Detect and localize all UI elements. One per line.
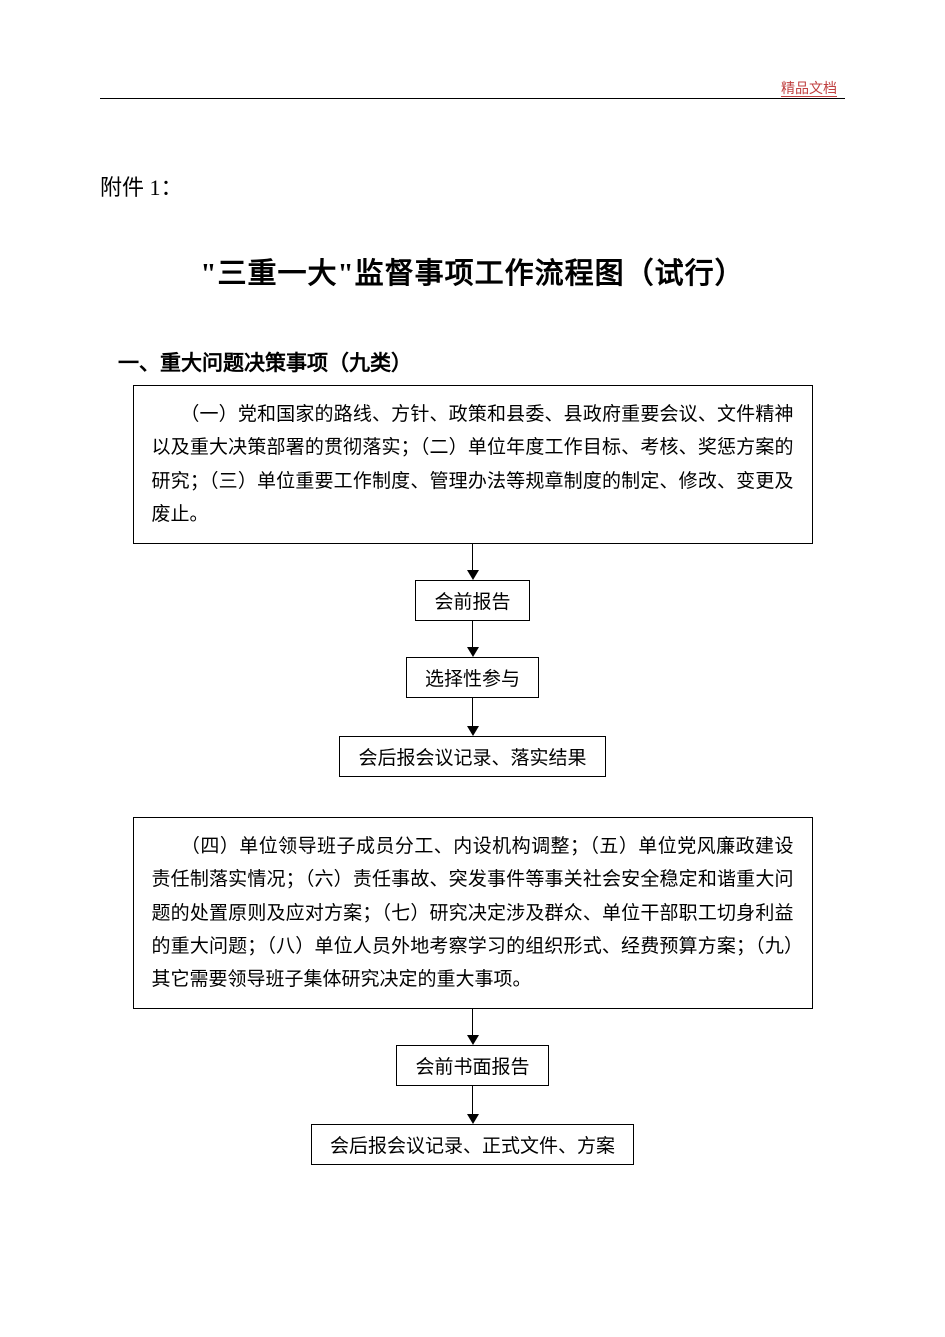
arrow-line: [472, 1086, 474, 1114]
arrow-line: [472, 621, 474, 647]
step-box-2: 选择性参与: [406, 657, 539, 698]
arrow-3: [467, 698, 479, 736]
arrow-5: [467, 1086, 479, 1124]
step-box-3: 会后报会议记录、落实结果: [339, 736, 605, 777]
arrow-2: [467, 621, 479, 657]
page-container: 精品文档 附件 1： "三重一大"监督事项工作流程图（试行） 一、重大问题决策事…: [0, 0, 945, 1337]
step-box-4: 会前书面报告: [396, 1045, 548, 1086]
arrow-head-icon: [467, 1114, 479, 1124]
content-box-1: （一）党和国家的路线、方针、政策和县委、县政府重要会议、文件精神以及重大决策部署…: [133, 385, 813, 544]
arrow-head-icon: [467, 647, 479, 657]
step-box-1: 会前报告: [415, 580, 529, 621]
arrow-1: [467, 544, 479, 580]
flowchart-container: （一）党和国家的路线、方针、政策和县委、县政府重要会议、文件精神以及重大决策部署…: [100, 385, 845, 1165]
header-divider-line: [100, 98, 845, 99]
content-box-2: （四）单位领导班子成员分工、内设机构调整；（五）单位党风廉政建设责任制落实情况；…: [133, 817, 813, 1009]
arrow-head-icon: [467, 570, 479, 580]
arrow-line: [472, 544, 474, 570]
arrow-head-icon: [467, 726, 479, 736]
header-corner-label: 精品文档: [781, 78, 837, 98]
arrow-line: [472, 1009, 474, 1035]
main-title: "三重一大"监督事项工作流程图（试行）: [100, 250, 845, 292]
step-box-5: 会后报会议记录、正式文件、方案: [311, 1124, 634, 1165]
section-header: 一、重大问题决策事项（九类）: [118, 347, 845, 377]
arrow-line: [472, 698, 474, 726]
arrow-4: [467, 1009, 479, 1045]
arrow-head-icon: [467, 1035, 479, 1045]
attachment-label: 附件 1：: [100, 170, 845, 202]
